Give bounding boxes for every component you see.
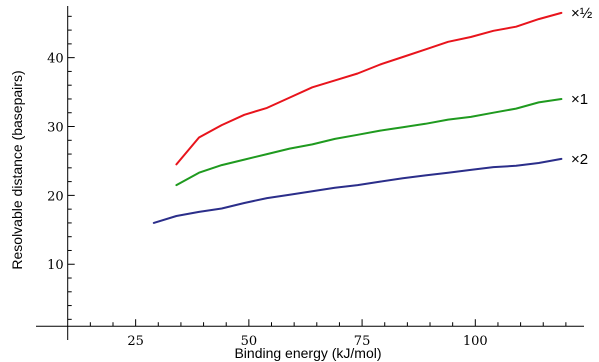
x-tick-label: 50 (241, 334, 258, 349)
x-tick-label: 25 (127, 334, 144, 349)
x-tick-label: 100 (463, 334, 488, 349)
series-label-3: ×2 (571, 151, 588, 168)
x-tick-label: 75 (354, 334, 371, 349)
series-label-2: ×1 (571, 91, 588, 108)
series-line-1 (175, 11, 563, 166)
x-axis-label: Binding energy (kJ/mol) (234, 345, 381, 361)
y-tick-label: 10 (47, 258, 64, 273)
y-tick-label: 40 (47, 52, 64, 67)
y-tick-label: 20 (47, 189, 64, 204)
series-line-3 (152, 157, 563, 224)
series-line-2 (175, 98, 563, 187)
series-group: ×½ ×1 ×2 (152, 5, 593, 224)
y-tick-label: 30 (47, 121, 64, 136)
ticks: 25 50 75 100 10 20 30 40 (47, 15, 567, 349)
series-label-1: ×½ (571, 5, 593, 22)
y-axis-label: Resolvable distance (basepairs) (9, 70, 25, 269)
axes (36, 6, 584, 340)
